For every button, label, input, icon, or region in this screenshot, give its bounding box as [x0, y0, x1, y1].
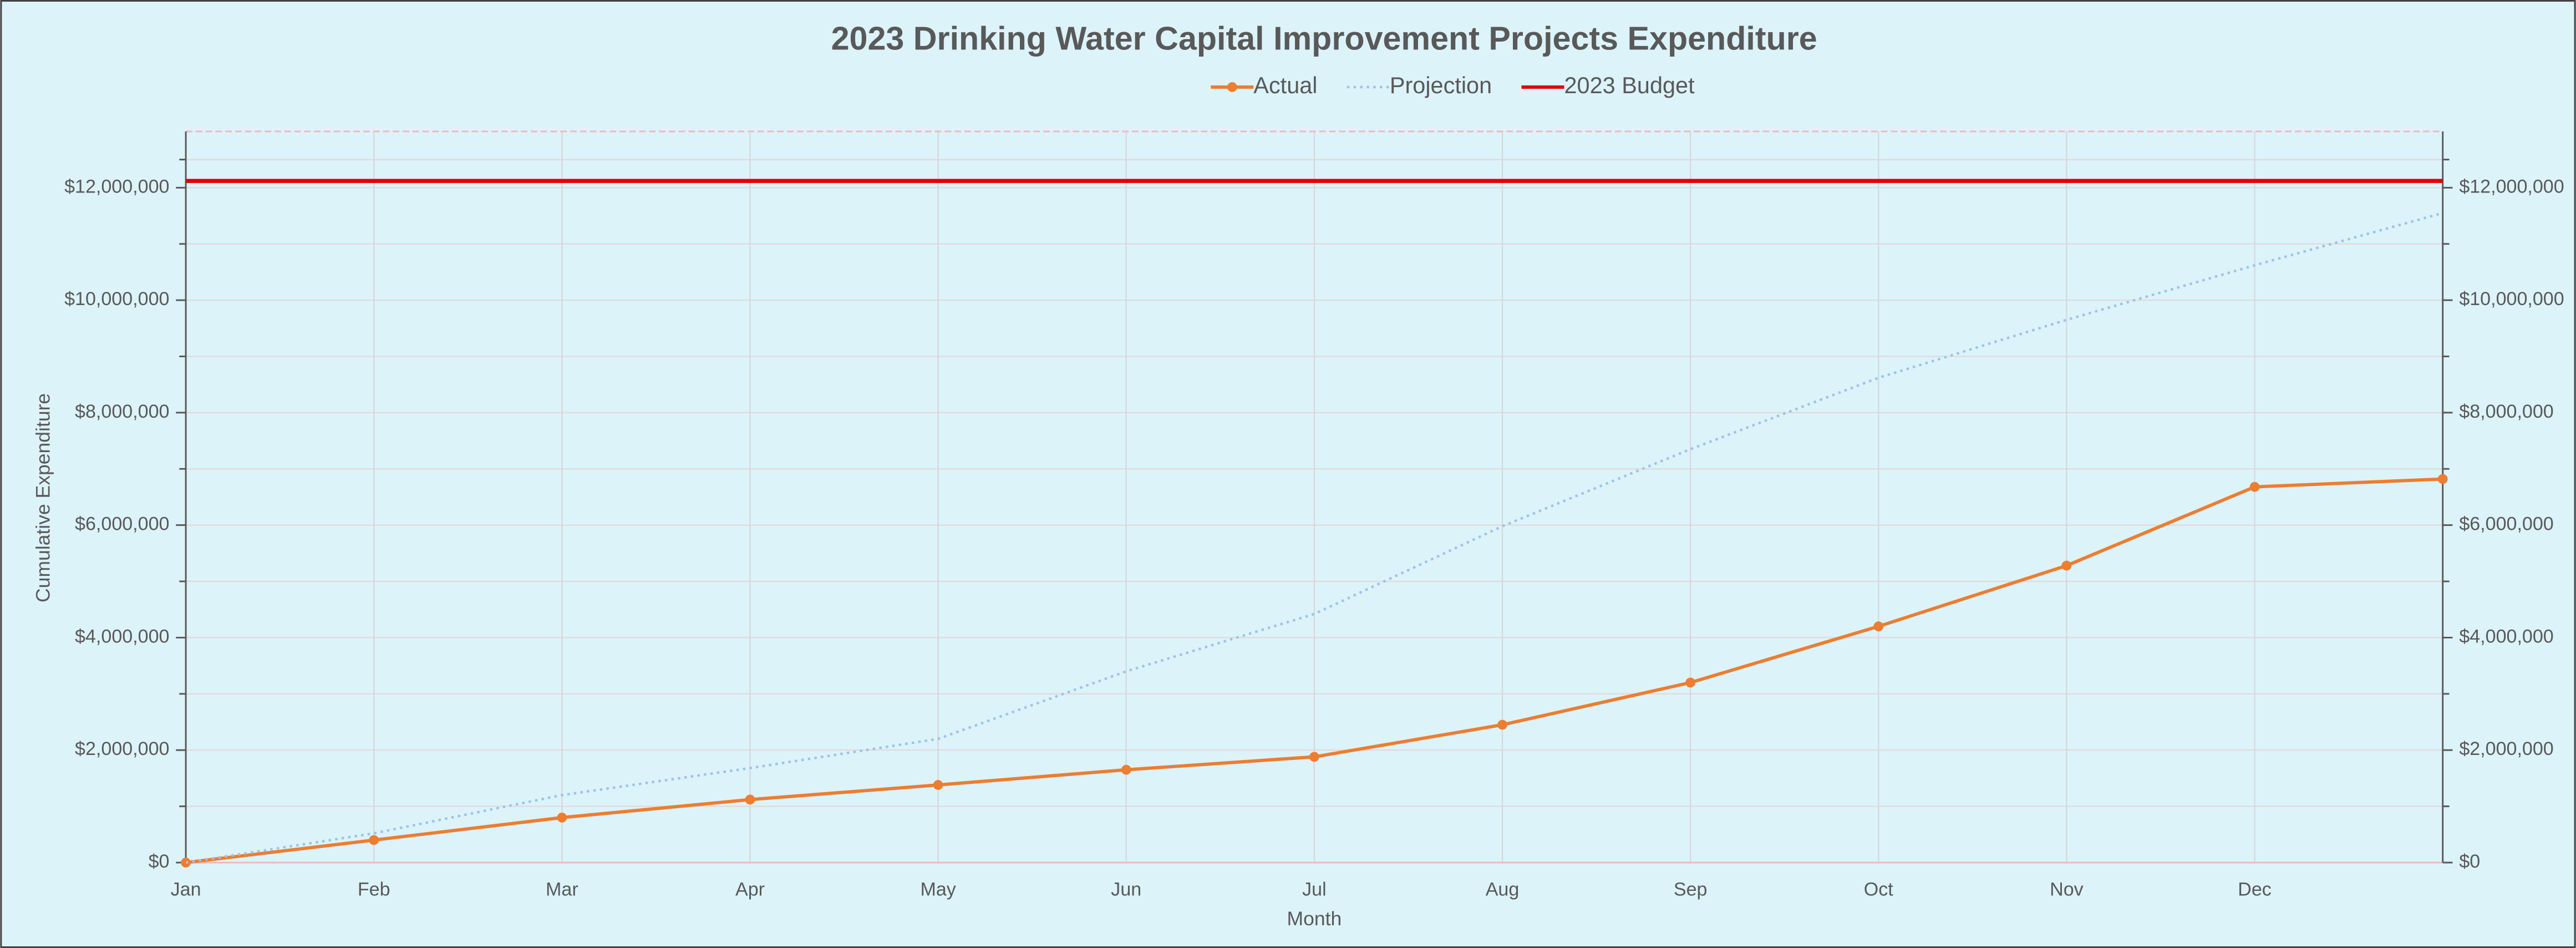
data-point [933, 780, 943, 790]
x-tick-label: Mar [546, 879, 578, 900]
data-point [369, 835, 379, 845]
y-tick-label: $10,000,000 [64, 288, 169, 310]
x-tick-label: Apr [735, 879, 765, 900]
data-point [1309, 752, 1319, 762]
y2-tick-label: $6,000,000 [2459, 514, 2553, 535]
y-tick-label: $12,000,000 [64, 176, 169, 197]
y2-tick-label: $2,000,000 [2459, 738, 2553, 759]
data-point [745, 794, 755, 805]
x-tick-label: Jun [1111, 879, 1141, 900]
data-point [557, 812, 567, 823]
y2-tick-label: $0 [2459, 851, 2480, 872]
data-point [1685, 677, 1696, 688]
x-tick-label: Sep [1674, 879, 1708, 900]
y-axis-title: Cumulative Expenditure [32, 393, 54, 602]
data-point [2437, 474, 2448, 484]
x-tick-label: Feb [358, 879, 390, 900]
x-tick-label: Jul [1302, 879, 1327, 900]
chart-title: 2023 Drinking Water Capital Improvement … [831, 20, 1817, 57]
y-tick-label: $0 [149, 851, 170, 872]
y2-tick-label: $10,000,000 [2459, 288, 2564, 310]
y-tick-label: $8,000,000 [75, 401, 169, 422]
x-axis-title: Month [1287, 908, 1342, 930]
data-point [2249, 481, 2260, 492]
data-point [1873, 621, 1884, 632]
y-tick-label: $6,000,000 [75, 514, 169, 535]
y-tick-label: $2,000,000 [75, 738, 169, 759]
legend-label: Projection [1390, 72, 1492, 98]
x-tick-label: Dec [2238, 879, 2272, 900]
x-tick-label: Nov [2050, 879, 2084, 900]
x-tick-label: Oct [1864, 879, 1894, 900]
y-tick-label: $4,000,000 [75, 626, 169, 647]
x-tick-label: Jan [171, 879, 201, 900]
y2-tick-label: $4,000,000 [2459, 626, 2553, 647]
legend-label: Actual [1253, 72, 1317, 98]
series-line [185, 211, 2443, 864]
data-point [1497, 719, 1507, 730]
legend: Actual Projection 2023 Budget [1211, 72, 1695, 98]
y2-tick-label: $12,000,000 [2459, 176, 2564, 197]
legend-label: 2023 Budget [1564, 72, 1695, 98]
data-point [1121, 764, 1131, 775]
x-tick-label: May [920, 879, 956, 900]
legend-marker [1227, 82, 1237, 92]
data-point [2061, 560, 2072, 571]
y2-tick-label: $8,000,000 [2459, 401, 2553, 422]
x-tick-label: Aug [1486, 879, 1520, 900]
